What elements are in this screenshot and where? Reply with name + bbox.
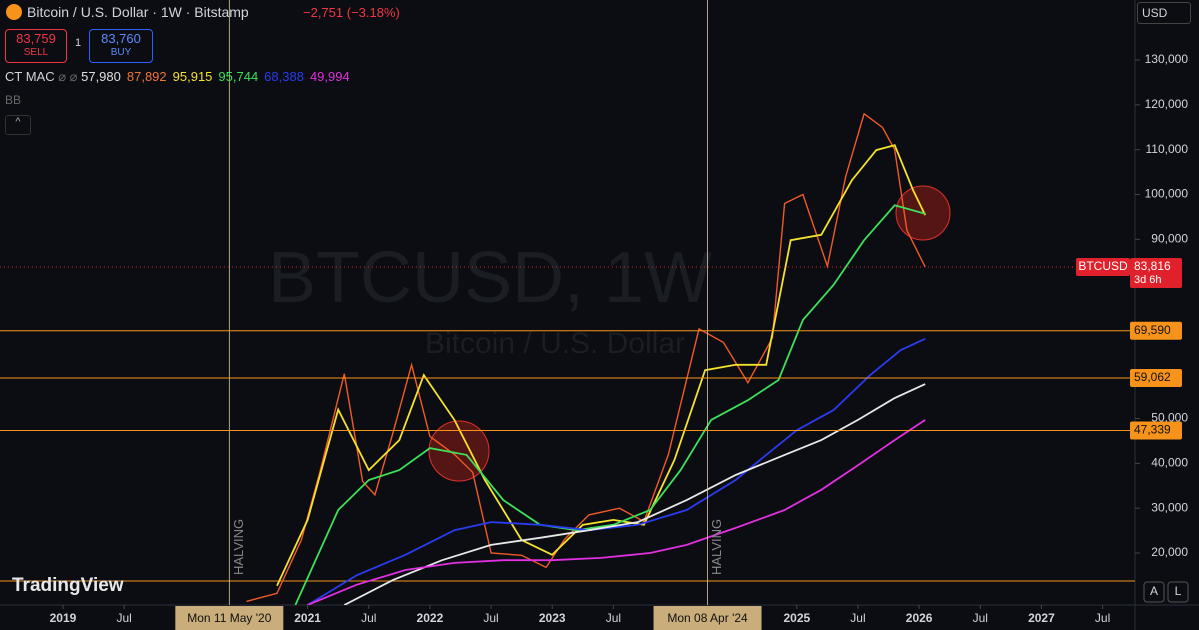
indicator-value: 95,915	[172, 69, 213, 84]
x-tick-label: 2026	[906, 611, 933, 625]
x-tick-label: 2023	[539, 611, 566, 625]
collapse-button[interactable]: ^	[5, 115, 31, 135]
series-line	[307, 337, 926, 605]
y-tick-label: 40,000	[1151, 456, 1188, 470]
x-tick-label: Jul	[973, 611, 988, 625]
x-tick-label: 2027	[1028, 611, 1055, 625]
x-tick-label: Jul	[606, 611, 621, 625]
button[interactable]	[1167, 581, 1189, 603]
watermark-sub: Bitcoin / U.S. Dollar	[425, 327, 685, 360]
x-tick-label: 2019	[50, 611, 77, 625]
x-tick-label: Jul	[116, 611, 131, 625]
buy-price[interactable]: 83,760	[101, 31, 141, 46]
bb-label: BB	[5, 93, 22, 107]
x-tick-label: Jul	[483, 611, 498, 625]
y-tick-label: 120,000	[1145, 97, 1189, 111]
indicator-legend: CT MAC ⌀ ⌀ 57,980 87,892 95,915 95,744 68,38…	[5, 69, 356, 85]
sell-button[interactable]: 83,759 SELL	[5, 29, 67, 63]
spread: 1	[75, 37, 82, 49]
event-label: HALVING	[709, 519, 724, 575]
x-tick-label: 2022	[417, 611, 444, 625]
x-tick-label: Jul	[1095, 611, 1110, 625]
level-label: 69,590	[1134, 323, 1171, 337]
series-line	[276, 144, 927, 587]
level-label: 59,062	[1134, 370, 1171, 384]
symbol-label: BTCUSD	[1078, 259, 1128, 273]
buy-button[interactable]: 83,760 BUY	[89, 29, 153, 63]
indicator-value: 57,980	[81, 69, 121, 84]
x-tick-label: Jul	[850, 611, 865, 625]
sell-price[interactable]: 83,759	[16, 31, 56, 46]
date-label: Mon 11 May '20	[187, 611, 271, 625]
symbol[interactable]: Bitcoin / U.S. Dollar · 1W · Bitstamp	[27, 4, 249, 20]
y-tick-label: 100,000	[1145, 187, 1189, 201]
currency[interactable]: USD	[1137, 2, 1191, 24]
indicator-name: CT MAC	[5, 69, 55, 84]
indicator-value: 87,892	[126, 69, 167, 84]
date-box	[175, 606, 284, 630]
y-tick-label: 90,000	[1151, 231, 1188, 245]
highlight-circle	[428, 420, 490, 482]
date-box	[653, 606, 762, 630]
event-label: HALVING	[231, 519, 246, 575]
level-box	[1130, 421, 1182, 440]
price-label: 83,816	[1134, 259, 1171, 273]
series-line	[307, 419, 926, 605]
button[interactable]	[1143, 581, 1165, 603]
icons: ⌀ ⌀	[54, 69, 82, 84]
series-line	[294, 204, 926, 605]
x-tick-label: Jul	[361, 611, 376, 625]
watermark: BTCUSD, 1W	[268, 238, 712, 318]
series-line	[343, 383, 926, 605]
change: −2,751 (−3.18%)	[303, 5, 400, 20]
button-label[interactable]: A	[1150, 584, 1158, 598]
level-box	[1130, 321, 1182, 340]
indicator-value: 95,744	[218, 69, 259, 84]
sell-label[interactable]: SELL	[23, 47, 49, 58]
y-tick-label: 130,000	[1145, 52, 1189, 66]
button-label[interactable]: L	[1175, 584, 1182, 598]
y-tick-label: 20,000	[1151, 545, 1188, 559]
y-tick-label: 30,000	[1151, 500, 1188, 514]
brand: TradingView	[12, 575, 124, 596]
series-line	[246, 112, 926, 603]
level-box	[1130, 368, 1182, 387]
indicator-value: 68,388	[264, 69, 304, 84]
indicator-value: 49,994	[309, 69, 350, 84]
x-tick-label: 2025	[783, 611, 810, 625]
y-tick-label: 50,000	[1151, 411, 1188, 425]
price-box	[1130, 258, 1182, 289]
y-tick-label: 110,000	[1146, 142, 1189, 156]
date-label: Mon 08 Apr '24	[667, 611, 748, 625]
coin-icon	[6, 4, 22, 20]
countdown-label: 3d 6h	[1134, 274, 1162, 286]
level-label: 47,339	[1134, 423, 1171, 437]
buy-label[interactable]: BUY	[110, 47, 132, 58]
plot-area	[246, 112, 927, 605]
x-tick-label: 2021	[294, 611, 321, 625]
symbol-box	[1076, 258, 1130, 277]
